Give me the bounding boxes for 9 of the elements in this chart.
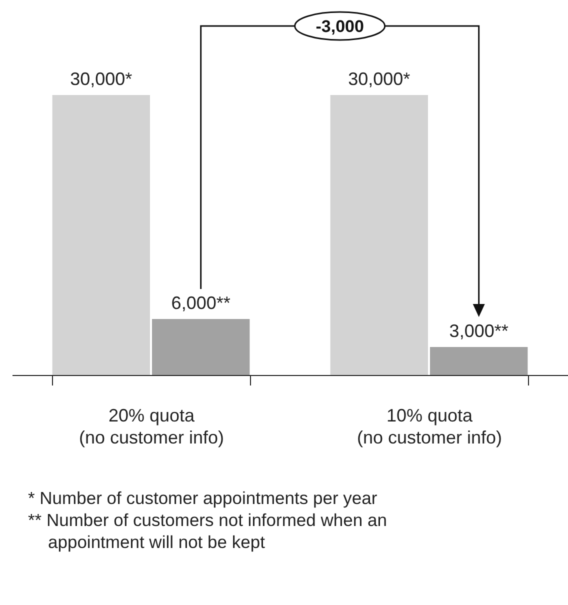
x-tick-label: 10% quota (no customer info) [356,406,502,448]
text: ** Number of customers not informed when an appointment will not be kept [28,509,388,553]
data-label: 6,000** [171,293,230,313]
data-label: 3,000** [449,321,508,341]
x-tick-label: 20% quota (no customer info) [78,406,224,448]
data-label: 30,000* [348,69,410,89]
text: * Number of customer appointments per year [28,487,378,509]
text: -3,000 [316,17,364,36]
data-label: 30,000* [70,69,132,89]
